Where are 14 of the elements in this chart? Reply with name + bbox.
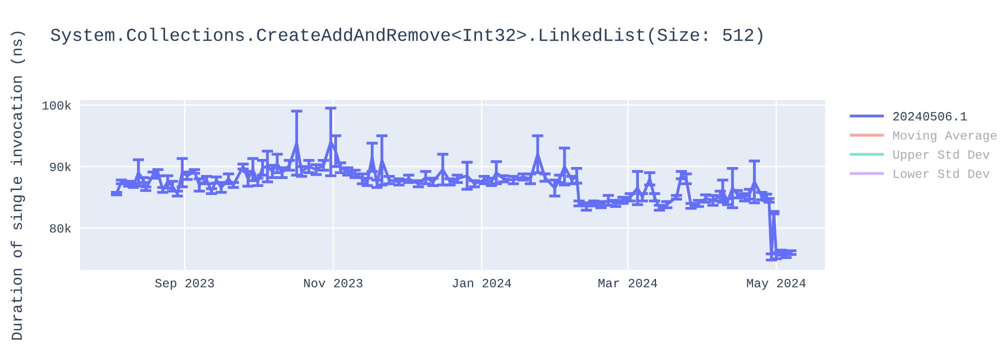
x-tick-label: Sep 2023 xyxy=(155,278,214,290)
legend-label: 20240506.1 xyxy=(893,112,967,121)
legend-label: Moving Average xyxy=(893,130,997,142)
y-tick-label: 80k xyxy=(50,224,72,233)
x-tick-label: Jan 2024 xyxy=(452,278,512,288)
chart-title: System.Collections.CreateAddAndRemove<Int32>.LinkedList(Size: 512) xyxy=(50,28,762,45)
legend-label: Lower Std Dev xyxy=(894,168,990,178)
x-tick-label: Mar 2024 xyxy=(598,278,658,288)
x-tick-label: May 2024 xyxy=(747,278,806,290)
legend-label: Upper Std Dev xyxy=(893,150,990,162)
x-tick-label: Nov 2023 xyxy=(304,278,362,288)
y-tick-label: 90k xyxy=(50,162,72,172)
y-axis-title: Duration of single invocation (ns) xyxy=(10,32,25,340)
y-tick-label: 100k xyxy=(42,100,72,110)
